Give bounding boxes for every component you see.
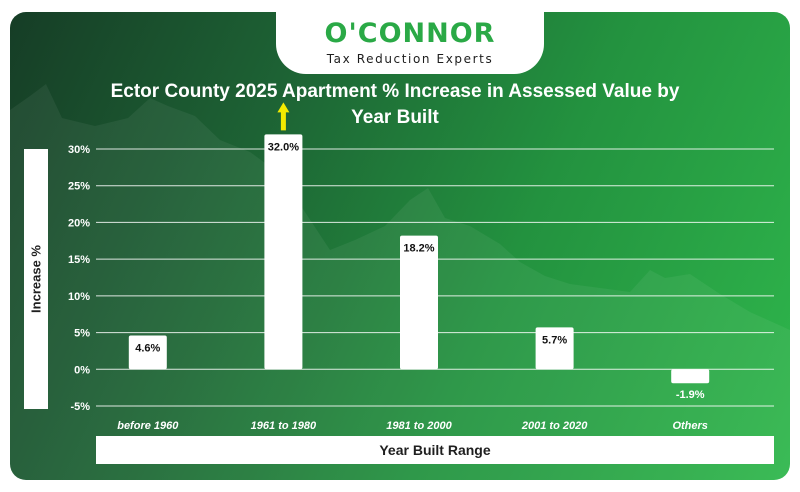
y-tick-label: 20% — [68, 217, 90, 229]
x-tick-label: 1981 to 2000 — [386, 420, 452, 432]
chart-title: Ector County 2025 Apartment % Increase i… — [110, 81, 680, 128]
brand-logo: O'CONNOR Tax Reduction Experts — [276, 12, 544, 74]
bar-value-label: 5.7% — [542, 334, 567, 346]
x-tick-label: Others — [672, 420, 707, 432]
bar-value-label: -1.9% — [676, 389, 705, 401]
bar — [671, 369, 710, 384]
y-tick-label: 10% — [68, 291, 90, 303]
bar-value-label: 32.0% — [268, 141, 299, 153]
y-tick-label: -5% — [70, 401, 90, 413]
bar — [128, 335, 167, 370]
y-tick-label: 0% — [74, 364, 90, 376]
y-tick-label: 25% — [68, 181, 90, 193]
brand-name: O'CONNOR — [324, 18, 496, 49]
x-tick-label: 1961 to 1980 — [251, 420, 317, 432]
bar — [264, 134, 303, 370]
x-tick-label: 2001 to 2020 — [521, 420, 588, 432]
bar-value-label: 4.6% — [135, 343, 160, 355]
bar-value-label: 18.2% — [403, 243, 434, 255]
y-tick-label: 15% — [68, 254, 90, 266]
bar — [400, 235, 438, 370]
up-arrow-icon — [277, 102, 290, 131]
x-axis-label-box: Year Built Range — [96, 436, 774, 464]
bar — [535, 327, 574, 370]
y-tick-label: 30% — [68, 144, 90, 156]
x-tick-label: before 1960 — [117, 420, 179, 432]
x-axis-label: Year Built Range — [379, 442, 491, 458]
brand-tagline: Tax Reduction Experts — [326, 52, 494, 66]
y-axis-label-box: Increase % — [24, 149, 48, 409]
y-tick-label: 5% — [74, 328, 90, 340]
